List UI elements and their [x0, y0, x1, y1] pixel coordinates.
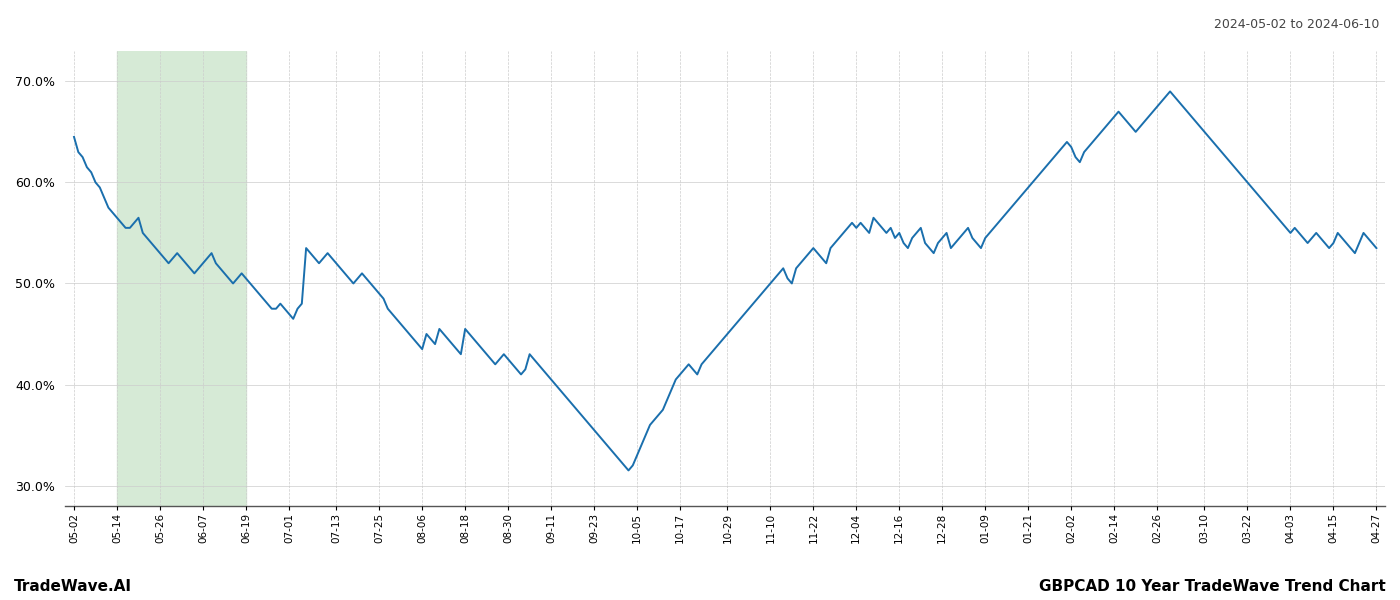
Text: 2024-05-02 to 2024-06-10: 2024-05-02 to 2024-06-10 [1214, 18, 1379, 31]
Text: GBPCAD 10 Year TradeWave Trend Chart: GBPCAD 10 Year TradeWave Trend Chart [1039, 579, 1386, 594]
Text: TradeWave.AI: TradeWave.AI [14, 579, 132, 594]
Bar [118, 51, 246, 506]
